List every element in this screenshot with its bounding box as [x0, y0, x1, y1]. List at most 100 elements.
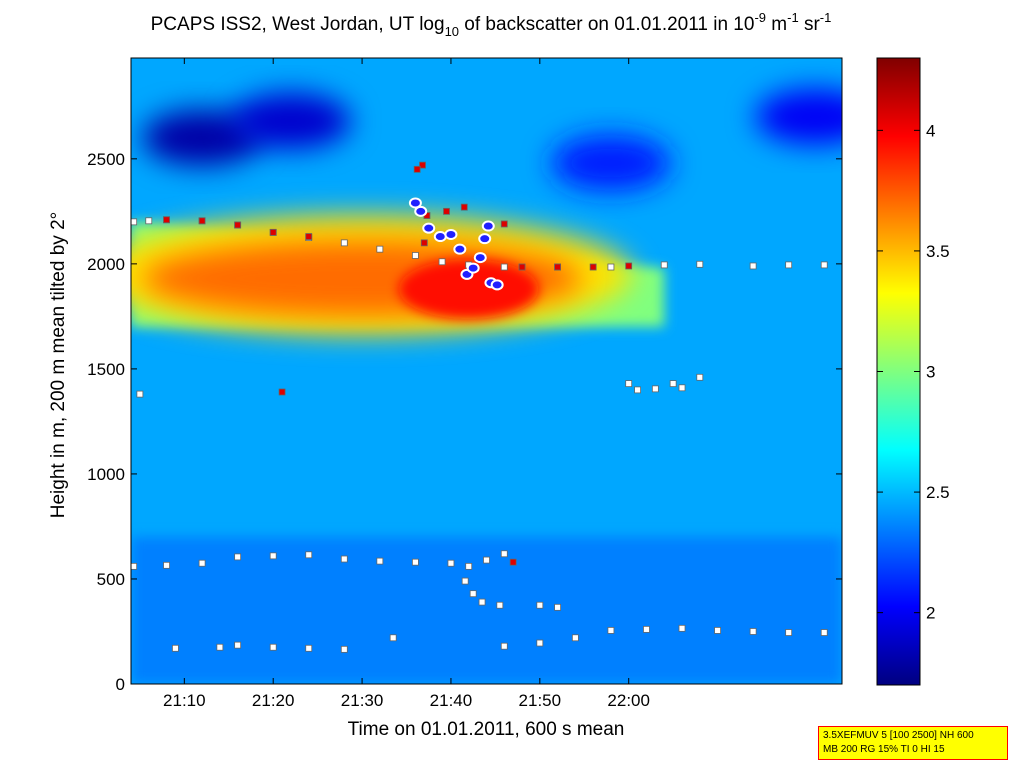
- x-tick-label: 21:30: [341, 691, 384, 710]
- layer-marker-red: [278, 388, 286, 396]
- layer-marker-red: [198, 217, 206, 225]
- layer-marker-white: [438, 258, 446, 266]
- layer-marker-white: [749, 628, 757, 635]
- layer-marker-white: [651, 385, 659, 393]
- layer-marker-white: [163, 561, 170, 569]
- settings-info-box: 3.5XEFMUV 5 [100 2500] NH 600 MB 200 RG …: [818, 726, 1008, 760]
- layer-marker-white: [305, 551, 313, 559]
- layer-marker-white: [198, 559, 206, 567]
- x-tick-label: 21:40: [430, 691, 473, 710]
- layer-marker-white: [500, 263, 508, 271]
- clear-air-patch: [755, 88, 842, 145]
- y-tick-label: 2000: [87, 255, 125, 274]
- layer-marker-white: [500, 642, 508, 650]
- layer-marker-white: [465, 562, 473, 570]
- cloud-marker: [422, 222, 436, 234]
- layer-marker-white: [643, 625, 650, 633]
- layer-marker-white: [785, 629, 793, 636]
- x-axis-label: Time on 01.01.2011, 600 s mean: [348, 719, 625, 740]
- layer-marker-white: [376, 557, 384, 565]
- layer-marker-red: [305, 233, 313, 240]
- layer-marker-red: [443, 207, 450, 215]
- layer-marker-white: [305, 644, 313, 652]
- layer-marker-white: [483, 556, 490, 564]
- y-tick-label: 1000: [87, 465, 125, 484]
- colorbar-tick-label: 4: [926, 121, 935, 140]
- title-part-1: PCAPS ISS2, West Jordan, UT log: [151, 14, 445, 35]
- y-tick-label: 1500: [87, 360, 125, 379]
- layer-marker-white: [340, 645, 348, 653]
- detection-markers: [131, 161, 828, 653]
- layer-marker-white: [660, 261, 668, 269]
- layer-marker-white: [461, 577, 469, 585]
- layer-marker-white: [469, 590, 477, 598]
- layer-marker-white: [234, 641, 242, 649]
- cloud-marker: [481, 220, 495, 232]
- layer-marker-red: [589, 263, 597, 271]
- cloud-marker: [490, 279, 504, 291]
- layer-marker-white: [447, 559, 455, 567]
- heatmap-field: [131, 58, 842, 684]
- layer-marker-red: [518, 263, 526, 271]
- colorbar-tick-label: 2: [926, 604, 935, 623]
- layer-marker-white: [785, 261, 793, 269]
- cloud-marker: [408, 197, 422, 209]
- cloud-marker: [466, 262, 480, 274]
- cloud-marker: [444, 228, 458, 240]
- cloud-marker: [478, 233, 492, 245]
- layer-marker-white: [478, 598, 486, 606]
- layer-marker-white: [554, 603, 561, 611]
- x-tick-label: 21:20: [252, 691, 295, 710]
- cloud-marker: [453, 243, 467, 255]
- layer-marker-white: [820, 261, 828, 269]
- layer-marker-red: [420, 239, 428, 247]
- title-part-2: of backscatter on 01.01.2011 in 10: [459, 14, 754, 35]
- layer-marker-white: [536, 639, 544, 647]
- layer-marker-white: [216, 643, 224, 651]
- y-tick-label: 500: [97, 570, 125, 589]
- y-axis: 0 500 1000 1500 2000 2500: [87, 150, 842, 694]
- layer-marker-red: [500, 220, 508, 228]
- cloud-marker: [473, 252, 487, 264]
- layer-marker-white: [607, 627, 615, 634]
- layer-marker-white: [389, 634, 397, 642]
- title-sup-2: -1: [787, 10, 799, 25]
- title-part-3: m: [766, 14, 787, 35]
- title-sup-3: -1: [820, 10, 832, 25]
- colorbar-tick-label: 3.5: [926, 242, 950, 261]
- layer-marker-white: [536, 601, 544, 609]
- layer-marker-white: [678, 384, 686, 392]
- aerosol-layer-peak: [398, 259, 539, 320]
- title-sub-1: 10: [445, 24, 459, 39]
- layer-marker-white: [669, 380, 677, 388]
- layer-marker-white: [411, 252, 419, 259]
- layer-marker-white: [411, 558, 419, 566]
- layer-marker-white: [571, 634, 579, 642]
- x-axis: 21:10 21:20 21:30 21:40 21:50 22:00: [163, 58, 650, 710]
- layer-marker-red: [625, 262, 633, 270]
- layer-marker-white: [172, 644, 179, 652]
- layer-marker-red: [419, 161, 426, 169]
- y-tick-label: 2500: [87, 150, 125, 169]
- colorbar-tick-label: 3: [926, 363, 935, 382]
- layer-marker-white: [340, 239, 348, 247]
- layer-marker-red: [234, 221, 242, 229]
- info-line-1: 3.5XEFMUV 5 [100 2500] NH 600: [823, 730, 974, 741]
- layer-marker-red: [269, 228, 277, 236]
- cloud-marker: [433, 231, 447, 243]
- y-tick-label: 0: [116, 675, 125, 694]
- colorbar: [876, 57, 921, 686]
- layer-marker-white: [376, 245, 384, 253]
- chart-title: PCAPS ISS2, West Jordan, UT log10 of bac…: [151, 10, 832, 39]
- layer-marker-red: [413, 165, 421, 173]
- layer-marker-red: [163, 216, 170, 224]
- layer-marker-white: [696, 373, 704, 381]
- layer-marker-white: [269, 643, 277, 651]
- layer-marker-white: [749, 262, 757, 270]
- layer-marker-white: [500, 550, 508, 558]
- layer-marker-white: [496, 601, 504, 609]
- layer-marker-white: [714, 627, 721, 634]
- layer-marker-white: [269, 552, 277, 560]
- layer-marker-white: [131, 218, 138, 226]
- clear-air-patch: [230, 93, 351, 150]
